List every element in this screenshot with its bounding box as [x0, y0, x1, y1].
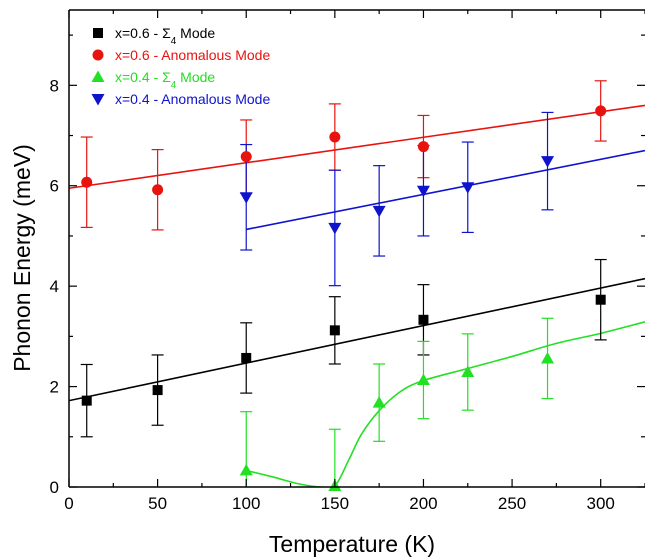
x-tick-label-300: 300 — [587, 494, 615, 513]
x-axis-label: Temperature (K) — [269, 531, 435, 557]
data-point-series-4-point-5 — [461, 182, 475, 194]
y-tick-label-2: 2 — [50, 378, 59, 397]
fit-line-series-1 — [69, 277, 645, 402]
x-tick-label-150: 150 — [321, 494, 349, 513]
fit-line-series-4 — [246, 149, 645, 231]
y-tick-label-4: 4 — [50, 277, 59, 296]
legend-label-series-4: x=0.4 - Anomalous Mode — [115, 91, 270, 107]
y-tick-label-6: 6 — [50, 177, 59, 196]
data-markers — [81, 105, 607, 491]
data-point-series-1-point-4 — [329, 325, 340, 336]
data-point-series-4-point-6 — [541, 156, 555, 168]
data-point-series-1-point-2 — [152, 385, 163, 396]
data-point-series-4-point-1 — [239, 192, 253, 204]
legend-marker-series-4 — [91, 94, 105, 106]
legend-label-series-2: x=0.6 - Anomalous Mode — [115, 47, 270, 63]
data-point-series-2-point-4 — [329, 131, 341, 143]
data-point-series-2-point-2 — [152, 184, 164, 196]
data-point-series-2-point-5 — [417, 141, 429, 153]
fit-line-series-3 — [246, 321, 645, 487]
data-point-series-3-point-6 — [541, 351, 555, 364]
data-point-series-4-point-4 — [416, 185, 430, 198]
data-point-series-4-point-2 — [328, 222, 342, 235]
data-point-series-3-point-5 — [461, 365, 475, 378]
fit-lines — [69, 104, 645, 487]
x-tick-label-200: 200 — [409, 494, 437, 513]
legend-label-series-3: x=0.4 - Σ4 Mode — [115, 69, 215, 91]
error-bars — [80, 80, 607, 487]
error-bar-series-3-point-1 — [240, 411, 253, 487]
data-point-series-4-point-3 — [372, 205, 386, 218]
y-tick-label-0: 0 — [50, 478, 59, 497]
axes: 0 50 100 150 200 250 300 0 2 4 6 8 — [50, 9, 645, 513]
x-tick-label-50: 50 — [148, 494, 167, 513]
data-point-series-3-point-4 — [416, 373, 430, 386]
data-point-series-1-point-5 — [418, 314, 429, 325]
fit-line-series-2 — [69, 104, 645, 190]
legend-marker-series-2 — [92, 49, 104, 61]
y-axis-label: Phonon Energy (meV) — [9, 144, 35, 372]
legend-marker-series-3 — [91, 70, 105, 82]
data-point-series-1-point-3 — [241, 352, 252, 363]
x-tick-label-250: 250 — [498, 494, 526, 513]
data-point-series-1-point-6 — [595, 294, 606, 305]
data-point-series-2-point-3 — [240, 151, 252, 163]
data-point-series-1-point-1 — [81, 395, 92, 406]
legend-marker-series-1 — [93, 28, 103, 38]
x-tick-label-0: 0 — [64, 494, 73, 513]
data-point-series-3-point-3 — [372, 396, 386, 408]
x-tick-label-100: 100 — [232, 494, 260, 513]
legend-label-series-1: x=0.6 - Σ4 Mode — [115, 25, 215, 47]
y-tick-label-8: 8 — [50, 76, 59, 95]
data-point-series-2-point-6 — [595, 105, 607, 117]
data-point-series-3-point-1 — [239, 463, 253, 476]
error-bar-series-3-point-2 — [328, 428, 341, 487]
data-point-series-2-point-1 — [81, 176, 93, 188]
